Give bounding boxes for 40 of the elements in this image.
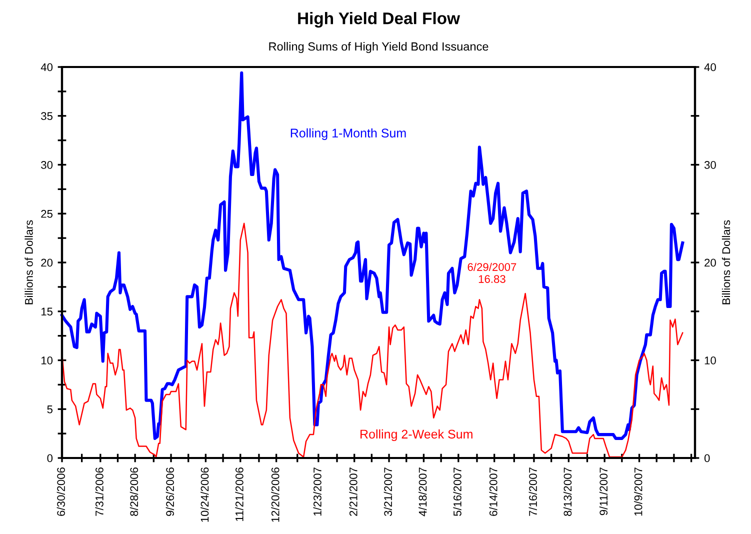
x-tick-label: 8/28/2006 xyxy=(130,468,138,516)
x-tick-label: 1/23/2007 xyxy=(313,468,322,516)
y-tick-label: 0 xyxy=(47,454,53,462)
chart-title: High Yield Deal Flow xyxy=(298,12,460,28)
y-tick-label: 40 xyxy=(40,63,53,72)
x-tick-label: 3/21/2007 xyxy=(384,468,392,516)
y-tick-label: 20 xyxy=(41,258,53,267)
y2-tick-label: 40 xyxy=(704,63,716,72)
y-tick-label: 5 xyxy=(47,406,53,414)
y-tick-label: 10 xyxy=(41,356,53,364)
x-tick-label: 10/9/2007 xyxy=(634,468,642,516)
x-tick-label: 7/16/2007 xyxy=(528,468,537,516)
x-tick-label: 11/21/2006 xyxy=(235,468,244,521)
y-tick-label: 35 xyxy=(41,112,53,120)
line-series xyxy=(60,71,684,440)
series-label: Rolling 2-Week Sum xyxy=(360,429,472,442)
y2-tick-label: 20 xyxy=(704,258,716,267)
y2-axis-title: Billions of Dollars xyxy=(722,220,730,304)
y2-tick-label: 30 xyxy=(704,161,716,169)
x-tick-label: 12/20/2006 xyxy=(271,468,280,522)
x-tick-label: 9/26/2006 xyxy=(166,468,174,516)
y-tick-label: 25 xyxy=(41,210,53,218)
y-axis-title: Billions of Dollars xyxy=(24,220,33,304)
x-tick-label: 8/13/2007 xyxy=(563,468,572,516)
chart-subtitle: Rolling Sums of High Yield Bond Issuance xyxy=(269,42,488,54)
x-tick-label: 6/14/2007 xyxy=(489,468,498,516)
x-tick-label: 10/24/2006 xyxy=(200,468,209,522)
y2-tick-label: 0 xyxy=(704,454,710,462)
annotation: 6/29/2007 16.83 xyxy=(468,262,516,283)
x-tick-label: 2/21/2007 xyxy=(349,468,358,516)
text: Rolling 1-Month Sum xyxy=(290,128,406,140)
x-tick-label: 4/18/2007 xyxy=(418,468,427,516)
line-series xyxy=(61,222,684,458)
x-tick-label: 5/16/2007 xyxy=(453,468,462,516)
y-tick-label: 30 xyxy=(41,161,53,169)
y2-tick-label: 10 xyxy=(704,356,716,364)
x-tick-label: 9/11/2007 xyxy=(599,468,608,516)
x-tick-label: 6/30/2006 xyxy=(56,468,65,516)
y-tick-label: 15 xyxy=(41,308,53,316)
x-tick-label: 7/31/2006 xyxy=(95,468,104,516)
